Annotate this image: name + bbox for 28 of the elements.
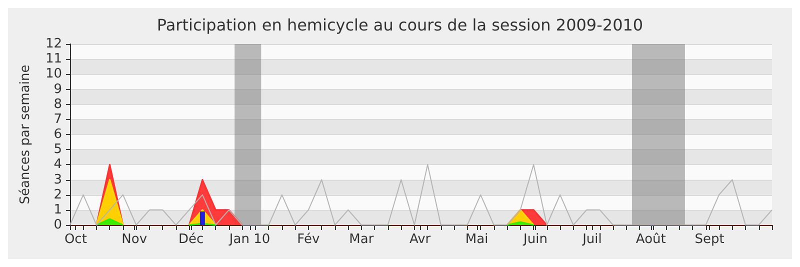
y-tick-label: 12 bbox=[45, 36, 62, 52]
y-tick-label: 10 bbox=[45, 66, 62, 82]
x-tick-label: Juil bbox=[582, 232, 602, 247]
y-tick-label: 1 bbox=[54, 202, 62, 218]
chart-title: Participation en hemicycle au cours de la session 2009-2010 bbox=[156, 16, 644, 34]
y-tick-label: 0 bbox=[54, 218, 62, 232]
y-tick-label: 7 bbox=[54, 112, 62, 127]
y-tick-label: 11 bbox=[45, 52, 62, 67]
x-tick-label: Sept bbox=[694, 232, 724, 247]
y-axis-title: Séances par semaine bbox=[18, 64, 33, 204]
y-tick-label: 6 bbox=[54, 127, 62, 142]
x-tick-label: Mar bbox=[349, 232, 374, 247]
x-tick-label: Juin bbox=[522, 232, 548, 247]
y-tick-label: 3 bbox=[54, 172, 62, 188]
x-tick-label: Avr bbox=[409, 232, 432, 247]
x-tick-label: Oct bbox=[64, 232, 87, 247]
x-tick-label: Jan 10 bbox=[228, 232, 270, 247]
y-tick-label: 4 bbox=[54, 157, 62, 172]
x-tick-label: Fév bbox=[297, 232, 320, 247]
y-tick-label: 2 bbox=[54, 187, 62, 202]
x-tick-label: Août bbox=[636, 232, 666, 247]
x-tick-label: Mai bbox=[465, 232, 488, 247]
x-tick-label: Déc bbox=[178, 232, 204, 247]
y-tick-label: 5 bbox=[54, 142, 62, 158]
line-series bbox=[70, 164, 772, 226]
x-tick-label: Nov bbox=[122, 232, 148, 247]
y-tick-label: 8 bbox=[54, 96, 62, 112]
y-tick-label: 9 bbox=[54, 82, 62, 97]
